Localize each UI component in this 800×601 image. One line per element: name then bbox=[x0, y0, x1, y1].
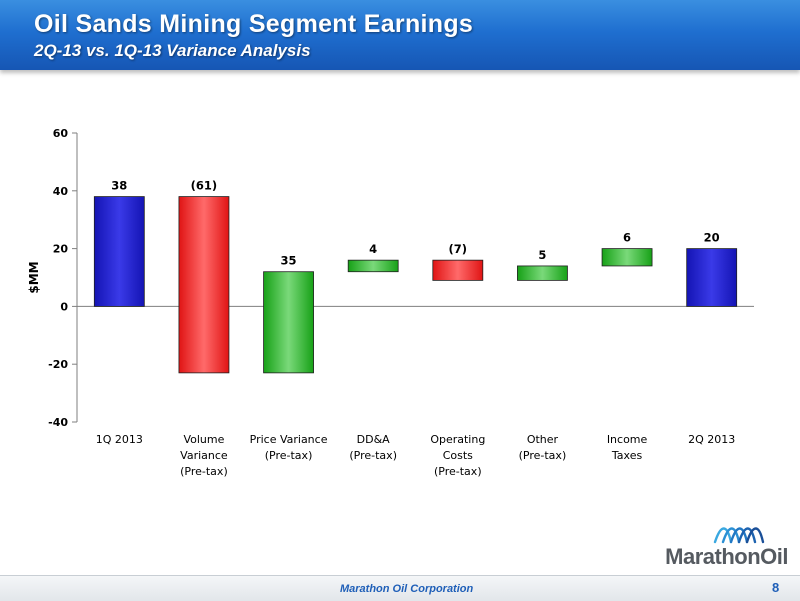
page-title: Oil Sands Mining Segment Earnings bbox=[34, 10, 474, 38]
category-label: Operating Costs (Pre-tax) bbox=[430, 433, 485, 478]
category-label: 1Q 2013 bbox=[96, 433, 143, 446]
y-tick-label: 20 bbox=[53, 243, 69, 256]
y-tick-label: -40 bbox=[48, 416, 68, 429]
category-label: 2Q 2013 bbox=[688, 433, 735, 446]
data-label: 5 bbox=[538, 248, 546, 262]
data-label: 4 bbox=[369, 242, 377, 256]
data-label: 38 bbox=[111, 179, 127, 193]
y-tick-label: 60 bbox=[53, 127, 69, 140]
variance-chart: 60 40 20 0 -20 -40 $MM 38 (61) 35 4 (7) 5 6 20 1Q 2013 V… bbox=[27, 127, 754, 478]
footer-company: Marathon Oil Corporation bbox=[340, 583, 474, 595]
bar-5 bbox=[517, 265, 568, 281]
bar-1 bbox=[178, 196, 230, 374]
data-label: 20 bbox=[704, 231, 720, 245]
y-tick-label: -20 bbox=[48, 358, 68, 371]
category-label: DD&A (Pre-tax) bbox=[349, 433, 397, 462]
title-banner: Oil Sands Mining Segment Earnings 2Q-13 … bbox=[0, 0, 800, 70]
category-label: Income Taxes bbox=[607, 433, 648, 462]
bar-6 bbox=[601, 248, 653, 267]
page-number: 8 bbox=[772, 580, 780, 595]
logo-wave-icon bbox=[713, 527, 765, 544]
bar-7 bbox=[686, 248, 738, 307]
data-label: (7) bbox=[449, 242, 468, 256]
data-label: 6 bbox=[623, 231, 631, 245]
y-axis-label: $MM bbox=[27, 261, 41, 293]
bar-4 bbox=[432, 259, 484, 281]
bar-3 bbox=[347, 259, 399, 273]
bar-0 bbox=[93, 196, 145, 307]
data-label: 35 bbox=[281, 254, 297, 268]
logo-text: MarathonOil bbox=[665, 544, 788, 569]
data-label: (61) bbox=[191, 179, 218, 193]
category-label: Price Variance (Pre-tax) bbox=[250, 433, 328, 462]
y-tick-label: 40 bbox=[53, 185, 69, 198]
y-tick-label: 0 bbox=[60, 300, 68, 313]
bar-2 bbox=[263, 271, 314, 374]
category-label: Volume Variance (Pre-tax) bbox=[180, 433, 228, 478]
page-subtitle: 2Q-13 vs. 1Q-13 Variance Analysis bbox=[34, 41, 311, 60]
footer-bar: Marathon Oil Corporation 8 bbox=[0, 575, 800, 601]
category-label: Other (Pre-tax) bbox=[519, 433, 567, 462]
company-logo: MarathonOil bbox=[648, 522, 789, 572]
